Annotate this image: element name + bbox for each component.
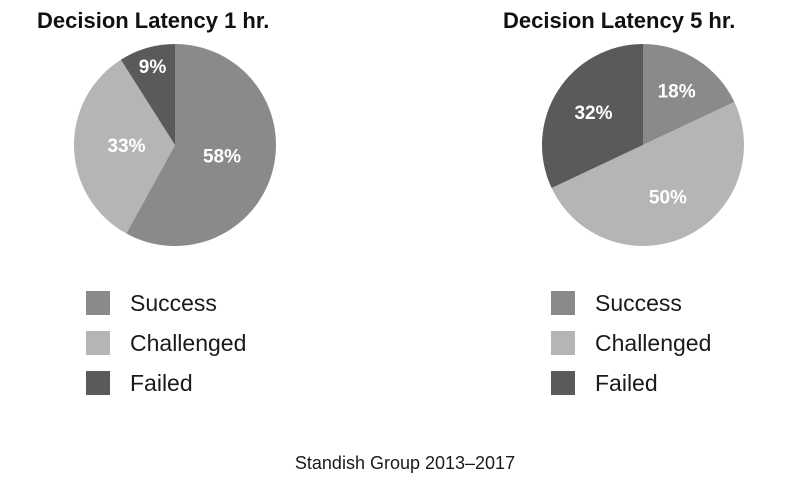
- pie-slice-failed: [120, 44, 175, 145]
- slice-label-failed: 9%: [139, 57, 167, 78]
- legend-item-success: Success: [551, 283, 711, 323]
- slice-label-challenged: 50%: [649, 188, 687, 209]
- slice-label-challenged: 33%: [107, 136, 145, 157]
- legend-swatch-failed: [86, 371, 110, 395]
- legend-item-success: Success: [86, 283, 246, 323]
- chart-title-5hr: Decision Latency 5 hr.: [503, 8, 736, 33]
- legend-swatch-success: [86, 291, 110, 315]
- legend-item-failed: Failed: [551, 363, 711, 403]
- pie-slice-challenged: [551, 102, 745, 247]
- slice-label-failed: 32%: [574, 103, 612, 124]
- legend-swatch-challenged: [551, 331, 575, 355]
- slice-label-success: 18%: [658, 82, 696, 103]
- legend-5hr: Success Challenged Failed: [551, 283, 711, 403]
- legend-label-challenged: Challenged: [130, 329, 247, 356]
- pie-slice-success: [126, 44, 276, 247]
- legend-item-failed: Failed: [86, 363, 246, 403]
- legend-label-success: Success: [130, 289, 217, 316]
- legend-swatch-failed: [551, 371, 575, 395]
- legend-item-challenged: Challenged: [86, 323, 246, 363]
- chart-title-1hr: Decision Latency 1 hr.: [37, 8, 270, 33]
- legend-label-failed: Failed: [130, 369, 193, 396]
- legend-label-failed: Failed: [595, 369, 658, 396]
- pie-slice-success: [643, 44, 735, 145]
- legend-item-challenged: Challenged: [551, 323, 711, 363]
- pie-chart-1hr: 58% 33% 9%: [73, 44, 276, 247]
- pie-slice-failed: [541, 44, 643, 188]
- pie-slice-challenged: [73, 59, 175, 234]
- legend-1hr: Success Challenged Failed: [86, 283, 246, 403]
- legend-swatch-success: [551, 291, 575, 315]
- source-caption: Standish Group 2013–2017: [294, 453, 516, 473]
- legend-label-success: Success: [595, 289, 682, 316]
- pie-chart-5hr: 18% 50% 32%: [541, 44, 745, 247]
- legend-swatch-challenged: [86, 331, 110, 355]
- slice-label-success: 58%: [203, 147, 241, 168]
- legend-label-challenged: Challenged: [595, 329, 712, 356]
